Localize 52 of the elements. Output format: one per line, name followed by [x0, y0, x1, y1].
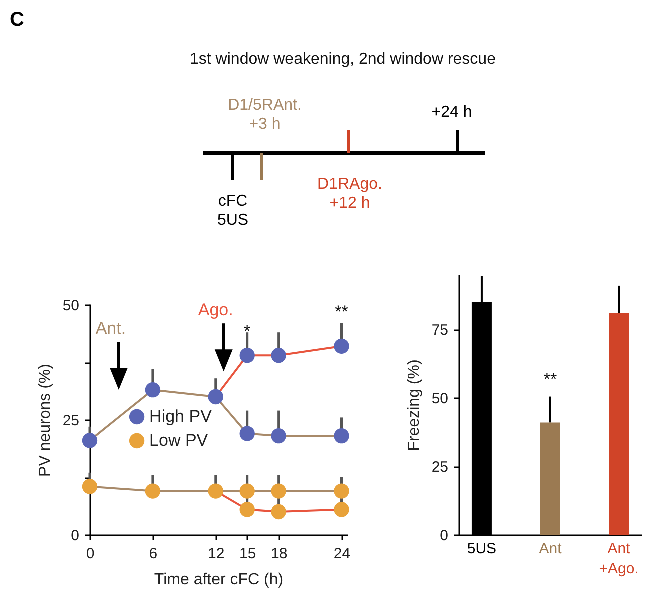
bar: [540, 422, 560, 535]
x-tick-label: 15: [240, 546, 256, 562]
point: [271, 504, 286, 520]
text: C: [10, 9, 24, 31]
point: [334, 502, 350, 518]
point: [240, 502, 255, 518]
y-tick-label: 0: [440, 528, 448, 544]
legend-label: High PV: [150, 407, 213, 426]
y-tick-label: 25: [432, 459, 448, 476]
y-tick-label: 0: [71, 528, 80, 544]
x-tick-label: 12: [208, 546, 225, 562]
x-tick-label: 0: [86, 546, 95, 562]
point: [240, 426, 255, 442]
x-tick-label: 18: [270, 546, 288, 562]
y-tick-label: 50: [432, 390, 448, 408]
annotation: *: [244, 322, 252, 342]
annotation: **: [544, 370, 558, 389]
point: [334, 428, 350, 444]
point: [271, 348, 286, 364]
y-axis-title: PV neurons (%): [36, 364, 54, 477]
y-tick-label: 75: [432, 322, 448, 340]
point: [145, 484, 161, 499]
point: [82, 479, 98, 494]
point: [334, 338, 350, 354]
point: [82, 433, 98, 448]
point: [208, 389, 224, 405]
x-tick-label: 24: [334, 546, 351, 562]
x-axis-title: Time after cFC (h): [154, 572, 284, 588]
text: D1/5RAnt. +3 h: [228, 97, 302, 134]
point: [334, 484, 350, 499]
point: [145, 382, 161, 398]
x-tick-label: Ant +Ago.: [599, 540, 639, 578]
point: [208, 484, 224, 499]
annotation: Ago.: [198, 300, 234, 320]
y-axis-title: Freezing (%): [406, 360, 423, 452]
text: +24 h: [432, 104, 472, 121]
y-tick-label: 25: [62, 412, 80, 430]
x-tick-label: 5US: [467, 540, 497, 558]
x-tick-label: Ant: [539, 540, 563, 558]
point: [240, 484, 255, 499]
x-tick-label: 6: [149, 546, 158, 562]
annotation: Ant.: [96, 319, 126, 338]
point: [240, 348, 255, 364]
text: 1st window weakening, 2nd window rescue: [190, 51, 496, 68]
legend-label: Low PV: [150, 431, 209, 450]
text: D1RAgo. +12 h: [318, 176, 382, 212]
y-tick-label: 50: [62, 298, 80, 314]
point: [271, 484, 286, 499]
point: [271, 428, 286, 444]
bar: [609, 313, 630, 535]
text: cFC 5US: [217, 193, 249, 230]
annotation: **: [335, 302, 349, 322]
